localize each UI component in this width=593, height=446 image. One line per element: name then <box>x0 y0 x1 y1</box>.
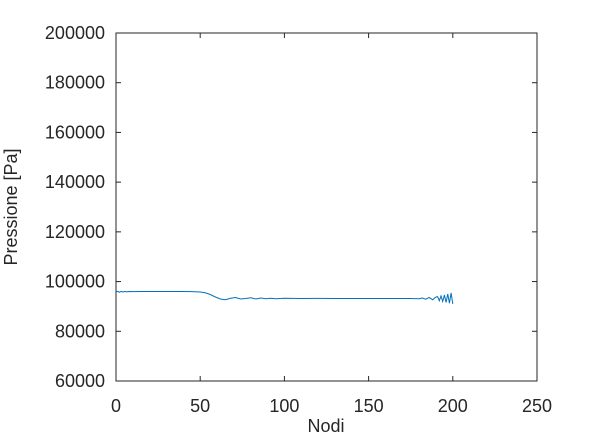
data-line <box>115 290 454 305</box>
y-tick-label: 60000 <box>55 371 105 391</box>
x-tick-label: 250 <box>522 396 552 416</box>
y-tick-label: 120000 <box>45 222 105 242</box>
y-tick-label: 180000 <box>45 73 105 93</box>
y-tick-label: 160000 <box>45 122 105 142</box>
y-tick-label: 100000 <box>45 272 105 292</box>
y-tick-label: 80000 <box>55 321 105 341</box>
y-tick-label: 200000 <box>45 23 105 43</box>
y-tick-label: 140000 <box>45 172 105 192</box>
x-axis-label: Nodi <box>307 416 344 436</box>
x-tick-label: 50 <box>190 396 210 416</box>
x-tick-label: 200 <box>438 396 468 416</box>
x-tick-label: 0 <box>111 396 121 416</box>
y-axis-label: Pressione [Pa] <box>1 148 21 265</box>
x-tick-label: 150 <box>354 396 384 416</box>
x-tick-label: 100 <box>269 396 299 416</box>
plot-frame <box>115 32 538 382</box>
